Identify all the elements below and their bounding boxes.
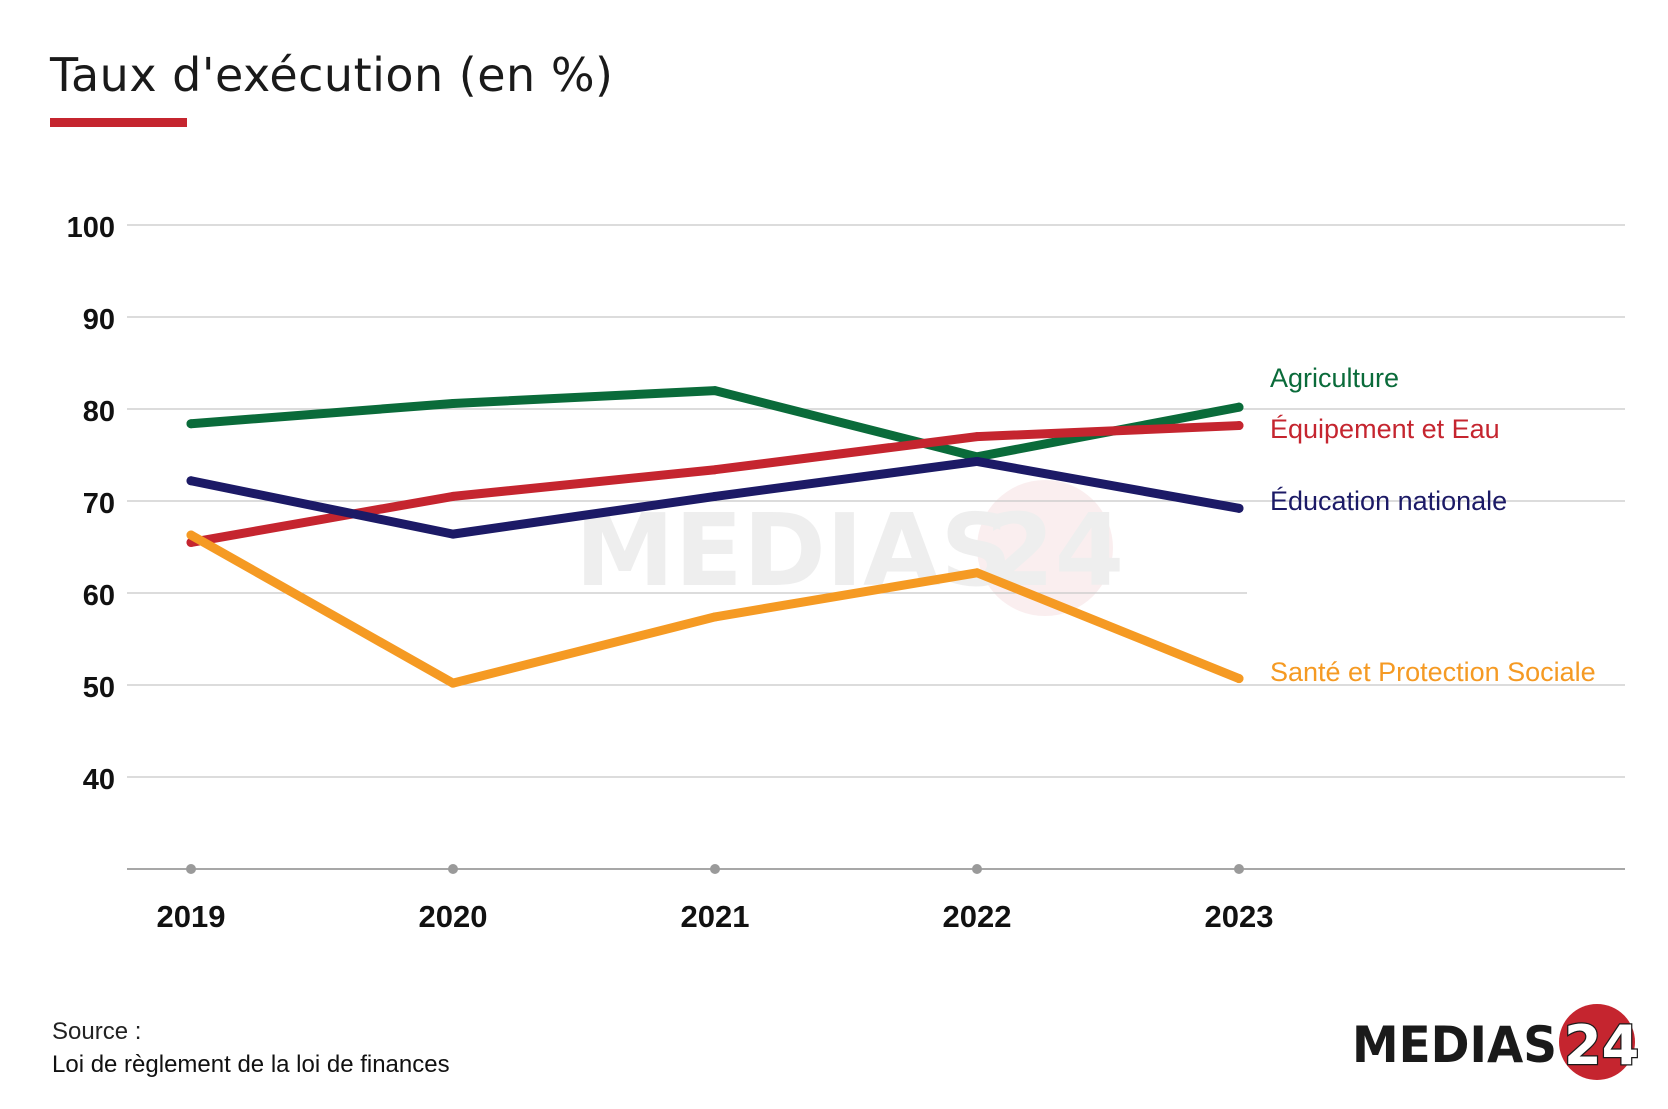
- y-tick-label: 90: [83, 304, 115, 336]
- logo-text: MEDIAS: [1352, 1016, 1557, 1074]
- data-point: [710, 612, 720, 622]
- data-point: [186, 476, 196, 486]
- data-point: [1234, 402, 1244, 412]
- y-tick-label: 50: [83, 672, 115, 704]
- series-label: Éducation nationale: [1270, 486, 1507, 516]
- series-lines: [186, 386, 1244, 688]
- series-label: Équipement et Eau: [1270, 414, 1500, 444]
- data-point: [710, 491, 720, 501]
- chart-title: Taux d'exécution (en %): [50, 48, 614, 102]
- grid-lines: [127, 224, 1625, 778]
- x-tick-dot: [710, 864, 720, 874]
- x-tick-label: 2021: [681, 899, 750, 934]
- y-tick-label: 40: [83, 764, 115, 796]
- series-label: Agriculture: [1270, 363, 1399, 393]
- y-tick-label: 80: [83, 396, 115, 428]
- x-tick-dot: [448, 864, 458, 874]
- data-point: [186, 419, 196, 429]
- y-tick-label: 70: [83, 488, 115, 520]
- source-label: Source :: [52, 1018, 142, 1045]
- y-axis-labels: 40 50 60 70 80 90 100: [67, 212, 115, 796]
- logo-number: 24: [1564, 1014, 1639, 1077]
- x-tick-dot: [972, 864, 982, 874]
- x-tick-dot: [1234, 864, 1244, 874]
- data-point: [448, 491, 458, 501]
- title-underline-bar: [50, 118, 187, 127]
- series-labels: Agriculture Équipement et Eau Éducation na…: [1270, 363, 1596, 687]
- x-tick-dot: [186, 864, 196, 874]
- data-point: [1234, 421, 1244, 431]
- data-point: [448, 529, 458, 539]
- source-text: Loi de règlement de la loi de finances: [52, 1051, 450, 1078]
- title-underline: [50, 118, 187, 127]
- data-point: [1234, 503, 1244, 513]
- y-tick-label: 60: [83, 580, 115, 612]
- data-point: [710, 465, 720, 475]
- x-tick-label: 2019: [157, 899, 226, 934]
- data-point: [448, 678, 458, 688]
- data-point: [972, 568, 982, 578]
- data-point: [186, 530, 196, 540]
- data-point: [448, 398, 458, 408]
- x-tick-label: 2022: [943, 899, 1012, 934]
- x-tick-label: 2020: [419, 899, 488, 934]
- series-label: Santé et Protection Sociale: [1270, 657, 1596, 687]
- medias24-logo: MEDIAS 24: [1352, 1004, 1640, 1080]
- data-point: [972, 456, 982, 466]
- data-point: [710, 386, 720, 396]
- watermark-number: 24: [985, 492, 1124, 609]
- y-tick-label: 100: [67, 212, 115, 244]
- data-point: [972, 432, 982, 442]
- x-tick-label: 2023: [1205, 899, 1274, 934]
- logo-circle: [1559, 1004, 1635, 1080]
- series-line-1: [186, 386, 1244, 462]
- x-axis: 2019 2020 2021 2022 2023: [127, 864, 1625, 934]
- watermark-text: MEDIAS: [575, 492, 1012, 609]
- data-point: [1234, 674, 1244, 684]
